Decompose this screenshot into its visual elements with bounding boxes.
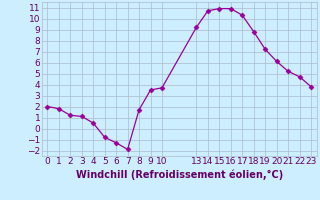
X-axis label: Windchill (Refroidissement éolien,°C): Windchill (Refroidissement éolien,°C) xyxy=(76,169,283,180)
